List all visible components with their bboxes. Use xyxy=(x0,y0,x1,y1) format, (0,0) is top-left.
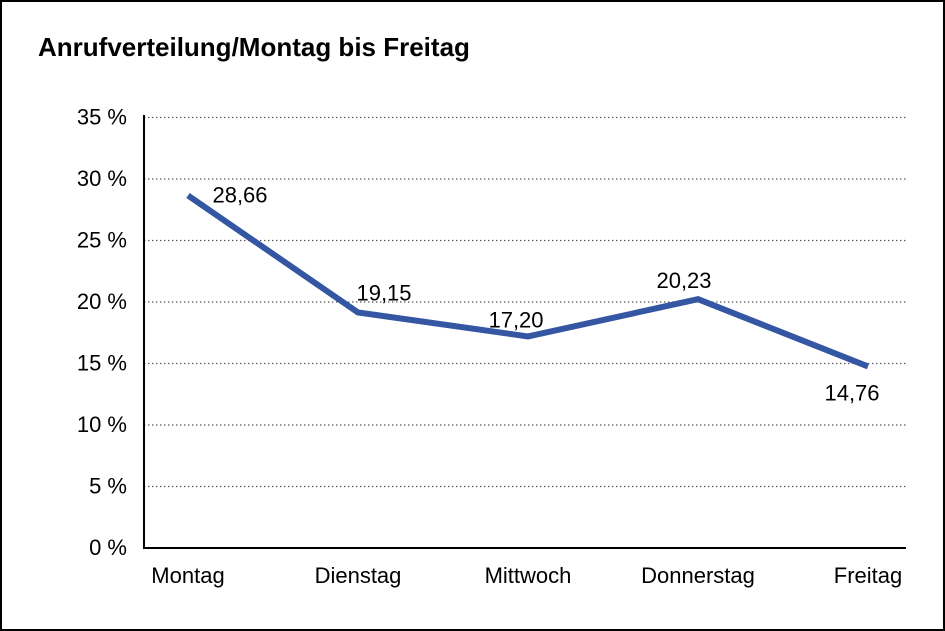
y-tick-label: 15 % xyxy=(77,351,127,376)
y-tick-label: 35 % xyxy=(77,105,127,130)
data-label: 20,23 xyxy=(656,268,711,293)
series-line xyxy=(186,193,870,370)
x-tick-label: Donnerstag xyxy=(641,563,755,588)
axis-lines xyxy=(143,115,906,549)
y-tick-label: 10 % xyxy=(77,412,127,437)
y-tick-label: 0 % xyxy=(89,535,127,560)
data-label: 17,20 xyxy=(488,307,543,332)
x-tick-label: Freitag xyxy=(834,563,902,588)
data-label: 14,76 xyxy=(824,380,879,405)
x-tick-label: Dienstag xyxy=(315,563,402,588)
data-label: 19,15 xyxy=(356,280,411,305)
x-tick-label: Mittwoch xyxy=(485,563,572,588)
data-label: 28,66 xyxy=(212,182,267,207)
y-tick-label: 5 % xyxy=(89,474,127,499)
y-tick-label: 20 % xyxy=(77,289,127,314)
y-tick-label: 25 % xyxy=(77,228,127,253)
chart-title: Anrufverteilung/Montag bis Freitag xyxy=(38,32,470,62)
x-tick-label: Montag xyxy=(151,563,224,588)
y-tick-label: 30 % xyxy=(77,166,127,191)
